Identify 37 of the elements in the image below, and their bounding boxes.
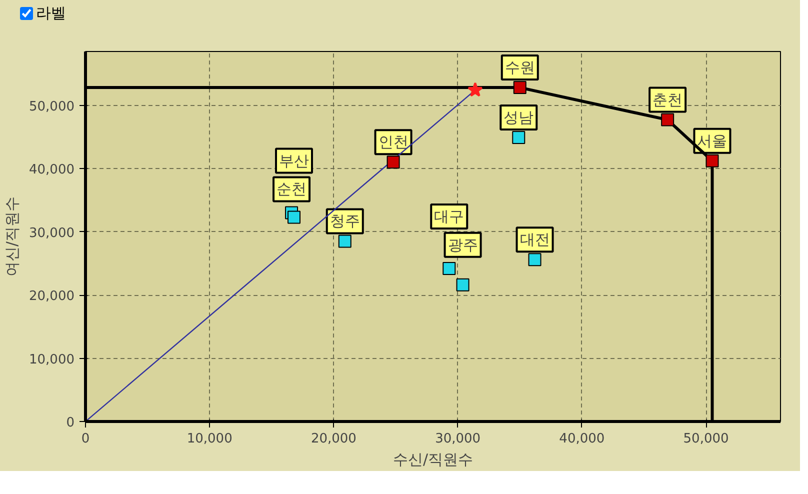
point [528,254,542,267]
point [512,131,526,144]
annotation: 대구 [434,208,464,226]
y-tick-label: 40,000 [29,162,75,178]
annotation: 광주 [448,236,478,254]
point [468,82,483,98]
x-tick-label: 50,000 [683,432,729,447]
annotation: 부산 [279,152,309,170]
annotation: 춘천 [652,91,683,110]
x-axis-title: 수신/직원수 [392,450,474,469]
annotation: 수원 [504,58,535,77]
x-tick-label: 10,000 [186,432,232,447]
x-tick-label: 40,000 [559,432,605,447]
y-axis-title: 여신/직원수 [3,196,22,277]
annotation: 순천 [276,180,307,199]
point [706,154,719,168]
annotation: 인천 [378,134,408,152]
point [338,235,352,248]
x-tick-label: 0 [81,432,90,447]
annotation: 성남 [504,108,534,127]
y-tick-label: 10,000 [29,352,75,368]
x-tick-label: 20,000 [310,432,356,447]
text: 라벨 [36,5,66,22]
annotation: 청주 [330,212,360,231]
x-tick-label: 30,000 [435,432,481,447]
point [386,156,400,170]
y-tick-label: 50,000 [29,100,75,115]
annotation: 대전 [520,231,550,250]
y-tick-label: 30,000 [29,226,75,242]
point [456,278,470,292]
y-tick-label: 0 [66,416,75,431]
point [661,114,674,127]
point [288,211,300,224]
y-tick-label: 20,000 [29,289,75,304]
annotation: 서울 [697,132,728,150]
point [513,81,526,94]
point [442,262,456,276]
